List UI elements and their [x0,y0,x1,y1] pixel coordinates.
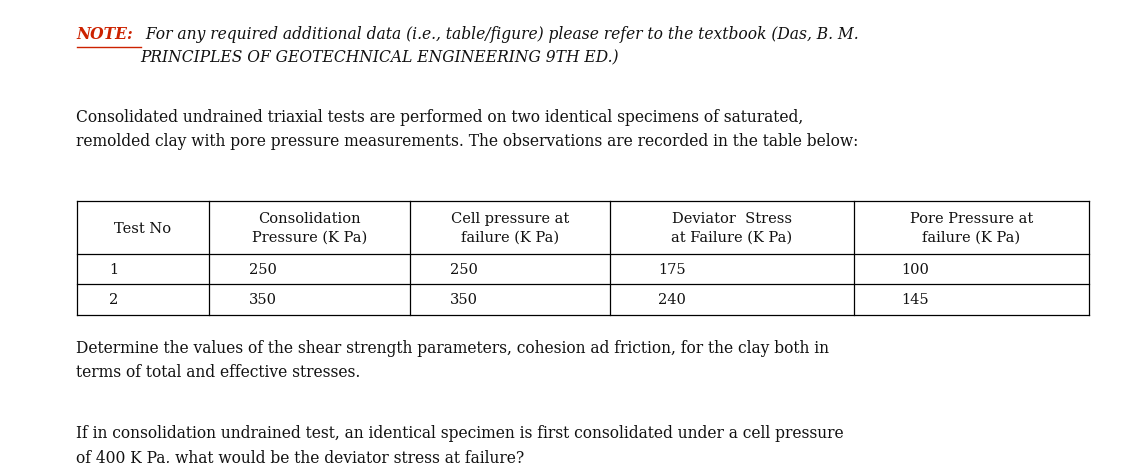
Text: 250: 250 [249,263,277,277]
Text: Cell pressure at
failure (K Pa): Cell pressure at failure (K Pa) [451,212,569,244]
Text: 350: 350 [450,293,478,307]
Text: 145: 145 [901,293,928,307]
Text: Pore Pressure at
failure (K Pa): Pore Pressure at failure (K Pa) [910,212,1033,244]
Text: 250: 250 [450,263,478,277]
Text: 175: 175 [658,263,686,277]
Text: NOTE:: NOTE: [76,25,133,43]
Text: 350: 350 [249,293,277,307]
Text: 240: 240 [658,293,686,307]
Text: If in consolidation undrained test, an identical specimen is first consolidated : If in consolidation undrained test, an i… [76,425,844,463]
Text: Consolidated undrained triaxial tests are performed on two identical specimens o: Consolidated undrained triaxial tests ar… [76,109,858,150]
Text: 1: 1 [109,263,118,277]
Text: 2: 2 [109,293,118,307]
Text: Consolidation
Pressure (K Pa): Consolidation Pressure (K Pa) [252,212,367,244]
Text: Deviator  Stress
at Failure (K Pa): Deviator Stress at Failure (K Pa) [672,212,792,244]
Text: Determine the values of the shear strength parameters, cohesion ad friction, for: Determine the values of the shear streng… [76,339,829,380]
Text: 100: 100 [901,263,929,277]
Text: Test No: Test No [114,221,171,235]
Text: For any required additional data (i.e., table/figure) please refer to the textbo: For any required additional data (i.e., … [141,25,858,67]
